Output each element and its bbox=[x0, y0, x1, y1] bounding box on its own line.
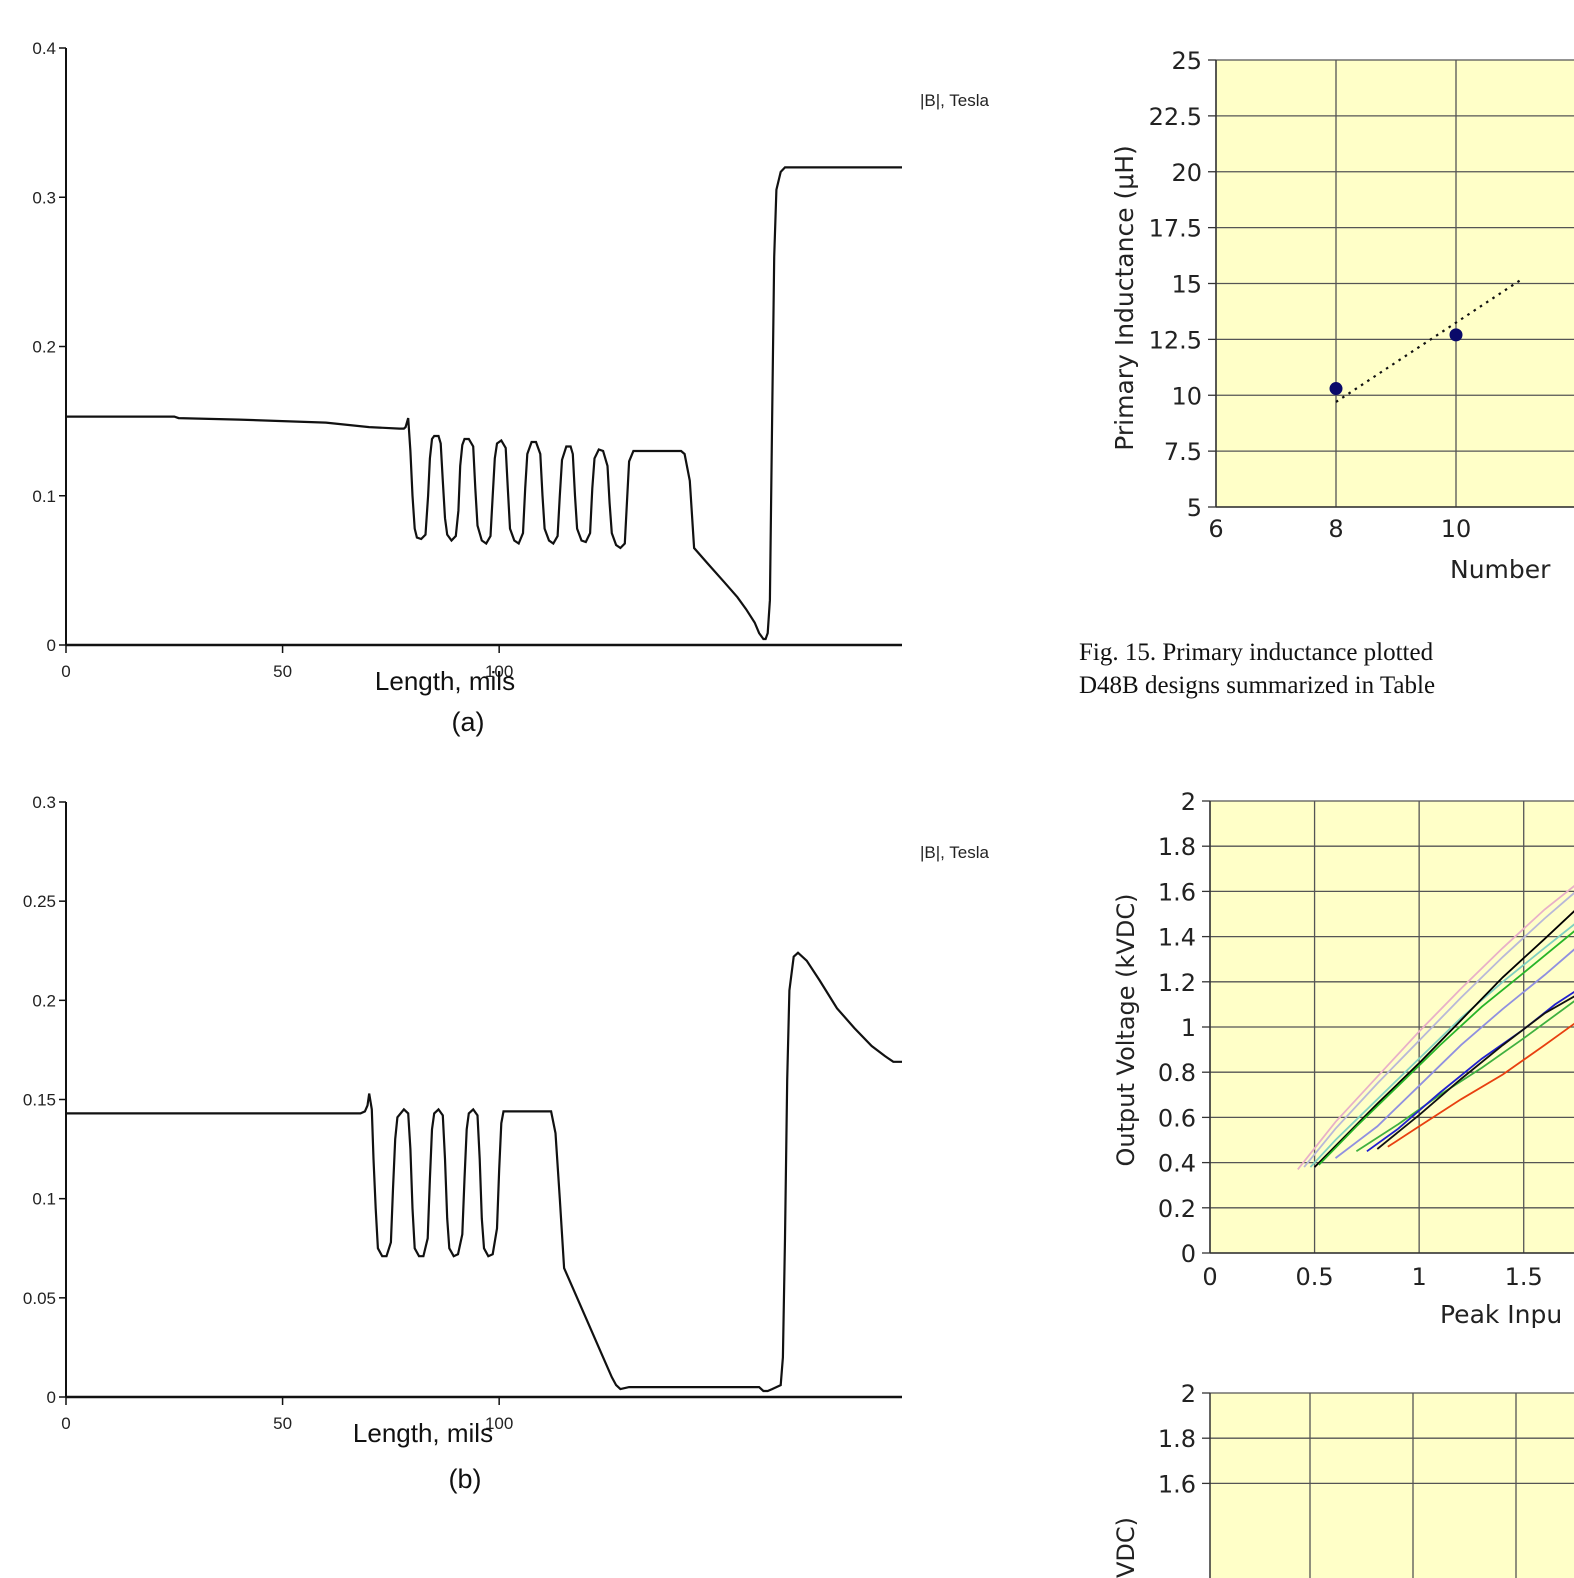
output-ytick-label-9: 1.8 bbox=[1158, 833, 1196, 861]
panelA-ytick-label-3: 0.3 bbox=[32, 188, 56, 207]
chart-output-2-grid bbox=[1209, 1392, 1574, 1578]
output-ytick-label-7: 1.4 bbox=[1158, 924, 1196, 952]
fig15-ytick-label-2: 10 bbox=[1171, 382, 1202, 410]
panelA-ytick-label-4: 0.4 bbox=[32, 39, 56, 58]
chart-output-series-group bbox=[1297, 885, 1574, 1170]
panelA-xtick-label-2: 100 bbox=[485, 662, 513, 681]
chart-fig15-grid bbox=[1215, 59, 1574, 508]
output-xtick-label-2: 1 bbox=[1412, 1263, 1427, 1291]
chart-output-grid bbox=[1209, 800, 1574, 1254]
chart-b-xlabel: Length, mils bbox=[353, 1418, 493, 1448]
panelA-xtick-label-1: 50 bbox=[273, 662, 292, 681]
chart-a-axes bbox=[65, 48, 902, 647]
panelA-ytick-label-2: 0.2 bbox=[32, 338, 56, 357]
panelB-xtick-label-2: 100 bbox=[485, 1414, 513, 1433]
fig15-data-point-1 bbox=[1449, 328, 1463, 342]
chart-panel-a: 0 0.1 0.2 0.3 0.4 0 50 100 |B|, Tesla Length, m… bbox=[32, 39, 989, 737]
chart-b-series-line bbox=[66, 951, 902, 1393]
output-ytick-label-0: 0 bbox=[1181, 1240, 1196, 1268]
chart-a-series-line bbox=[66, 166, 902, 641]
panelB-ytick-label-6: 0.3 bbox=[32, 793, 56, 812]
chart-output-xlabel: Peak Inpu bbox=[1440, 1300, 1562, 1329]
fig15-ytick-label-6: 20 bbox=[1171, 159, 1202, 187]
output2-ytick-label-0: 2 bbox=[1181, 1380, 1196, 1408]
chart-output-ticks: 0 0.2 0.4 0.6 0.8 1 1.2 1.4 1.6 1.8 2 0 0.5 1 1.5 bbox=[1158, 788, 1543, 1291]
fig15-data-point-0 bbox=[1329, 382, 1343, 396]
panelB-ytick-label-4: 0.2 bbox=[32, 991, 56, 1010]
output-series-line-6 bbox=[1355, 1000, 1574, 1153]
chart-fig15-caption-line-2: D48B designs summarized in Table bbox=[1079, 672, 1435, 699]
chart-b-series-label: |B|, Tesla bbox=[920, 843, 990, 862]
output-ytick-label-6: 1.2 bbox=[1158, 969, 1196, 997]
chart-fig15-xlabel: Number bbox=[1450, 555, 1551, 584]
output-series-line-1 bbox=[1303, 891, 1574, 1168]
output-series-line-5 bbox=[1334, 948, 1574, 1159]
chart-fig15-panel: 5 7.5 10 12.5 15 17.5 20 22.5 25 6 8 10 Primary Ind… bbox=[1079, 47, 1574, 699]
panelB-ytick-label-0: 0 bbox=[47, 1388, 56, 1407]
output-series-line-9 bbox=[1387, 1022, 1574, 1148]
output-ytick-label-2: 0.4 bbox=[1158, 1150, 1196, 1178]
chart-a-ticks: 0 0.1 0.2 0.3 0.4 0 50 100 bbox=[32, 39, 513, 681]
chart-fig15-ticks: 5 7.5 10 12.5 15 17.5 20 22.5 25 6 8 10 bbox=[1149, 47, 1472, 543]
output-xtick-label-0: 0 bbox=[1202, 1263, 1217, 1291]
panelA-ytick-label-0: 0 bbox=[47, 636, 56, 655]
fig15-ytick-label-1: 7.5 bbox=[1164, 438, 1202, 466]
output-series-line-3 bbox=[1313, 910, 1574, 1168]
output-series-line-4 bbox=[1318, 930, 1574, 1166]
chart-a-xlabel: Length, mils bbox=[375, 666, 515, 696]
fig15-ytick-label-5: 17.5 bbox=[1149, 215, 1202, 243]
fig15-ytick-label-8: 25 bbox=[1171, 47, 1202, 75]
fig15-ytick-label-0: 5 bbox=[1187, 494, 1202, 522]
chart-b-ticks: 0 0.05 0.1 0.15 0.2 0.25 0.3 0 50 100 bbox=[23, 793, 513, 1433]
panelA-ytick-label-1: 0.1 bbox=[32, 487, 56, 506]
chart-output-2-panel: 2 1.8 1.6 VDC) bbox=[1112, 1380, 1574, 1578]
chart-panel-b: 00.050.10.150.20.250.30 50 100 |B|, Tesla … bbox=[23, 793, 990, 1494]
chart-b-sublabel: (b) bbox=[449, 1464, 482, 1494]
output-series-line-7 bbox=[1366, 991, 1574, 1153]
panelB-ytick-label-2: 0.1 bbox=[32, 1190, 56, 1209]
chart-a-series-label: |B|, Tesla bbox=[920, 91, 990, 110]
output-series-line-0 bbox=[1297, 885, 1574, 1170]
fig15-xtick-label-2: 10 bbox=[1441, 515, 1472, 543]
panelB-ytick-label-5: 0.25 bbox=[23, 892, 56, 911]
output-ytick-label-1: 0.2 bbox=[1158, 1195, 1196, 1223]
fig15-xtick-label-0: 6 bbox=[1208, 515, 1223, 543]
fig15-ytick-label-3: 12.5 bbox=[1149, 326, 1202, 354]
panelB-xtick-label-0: 0 bbox=[61, 1414, 70, 1433]
output-xtick-label-1: 0.5 bbox=[1295, 1263, 1333, 1291]
output-ytick-label-4: 0.8 bbox=[1158, 1059, 1196, 1087]
fig15-xtick-label-1: 8 bbox=[1328, 515, 1343, 543]
output-ytick-label-10: 2 bbox=[1181, 788, 1196, 816]
chart-fig15-ylabel: Primary Inductance (μH) bbox=[1110, 145, 1139, 450]
chart-output-ylabel: Output Voltage (kVDC) bbox=[1112, 894, 1140, 1167]
chart-output-2-ylabel: VDC) bbox=[1112, 1517, 1140, 1578]
output2-ytick-label-2: 1.6 bbox=[1158, 1470, 1196, 1498]
fig15-ytick-label-7: 22.5 bbox=[1149, 103, 1202, 131]
fig15-ytick-label-4: 15 bbox=[1171, 271, 1202, 299]
panelB-ytick-label-1: 0.05 bbox=[23, 1289, 56, 1308]
panelB-ytick-label-3: 0.15 bbox=[23, 1091, 56, 1110]
chart-fig15-caption-line-1: Fig. 15. Primary inductance plotted bbox=[1079, 639, 1434, 666]
chart-fig15-points bbox=[1329, 328, 1463, 396]
chart-output-2-plot-area bbox=[1210, 1393, 1574, 1578]
output-ytick-label-8: 1.6 bbox=[1158, 878, 1196, 906]
output2-ytick-label-1: 1.8 bbox=[1158, 1425, 1196, 1453]
chart-output-voltage-panel: 0 0.2 0.4 0.6 0.8 1 1.2 1.4 1.6 1.8 2 0 0.5 1 1.5 Outp… bbox=[1112, 788, 1574, 1329]
panelA-xtick-label-0: 0 bbox=[61, 662, 70, 681]
output-ytick-label-3: 0.6 bbox=[1158, 1104, 1196, 1132]
output-xtick-label-3: 1.5 bbox=[1505, 1263, 1543, 1291]
chart-a-sublabel: (a) bbox=[452, 707, 485, 737]
output-series-line-2 bbox=[1309, 923, 1574, 1168]
output-series-line-8 bbox=[1376, 995, 1574, 1150]
panelB-xtick-label-1: 50 bbox=[273, 1414, 292, 1433]
output-ytick-label-5: 1 bbox=[1181, 1014, 1196, 1042]
chart-output-2-ticks: 2 1.8 1.6 bbox=[1158, 1380, 1210, 1498]
chart-b-axes bbox=[65, 802, 902, 1399]
